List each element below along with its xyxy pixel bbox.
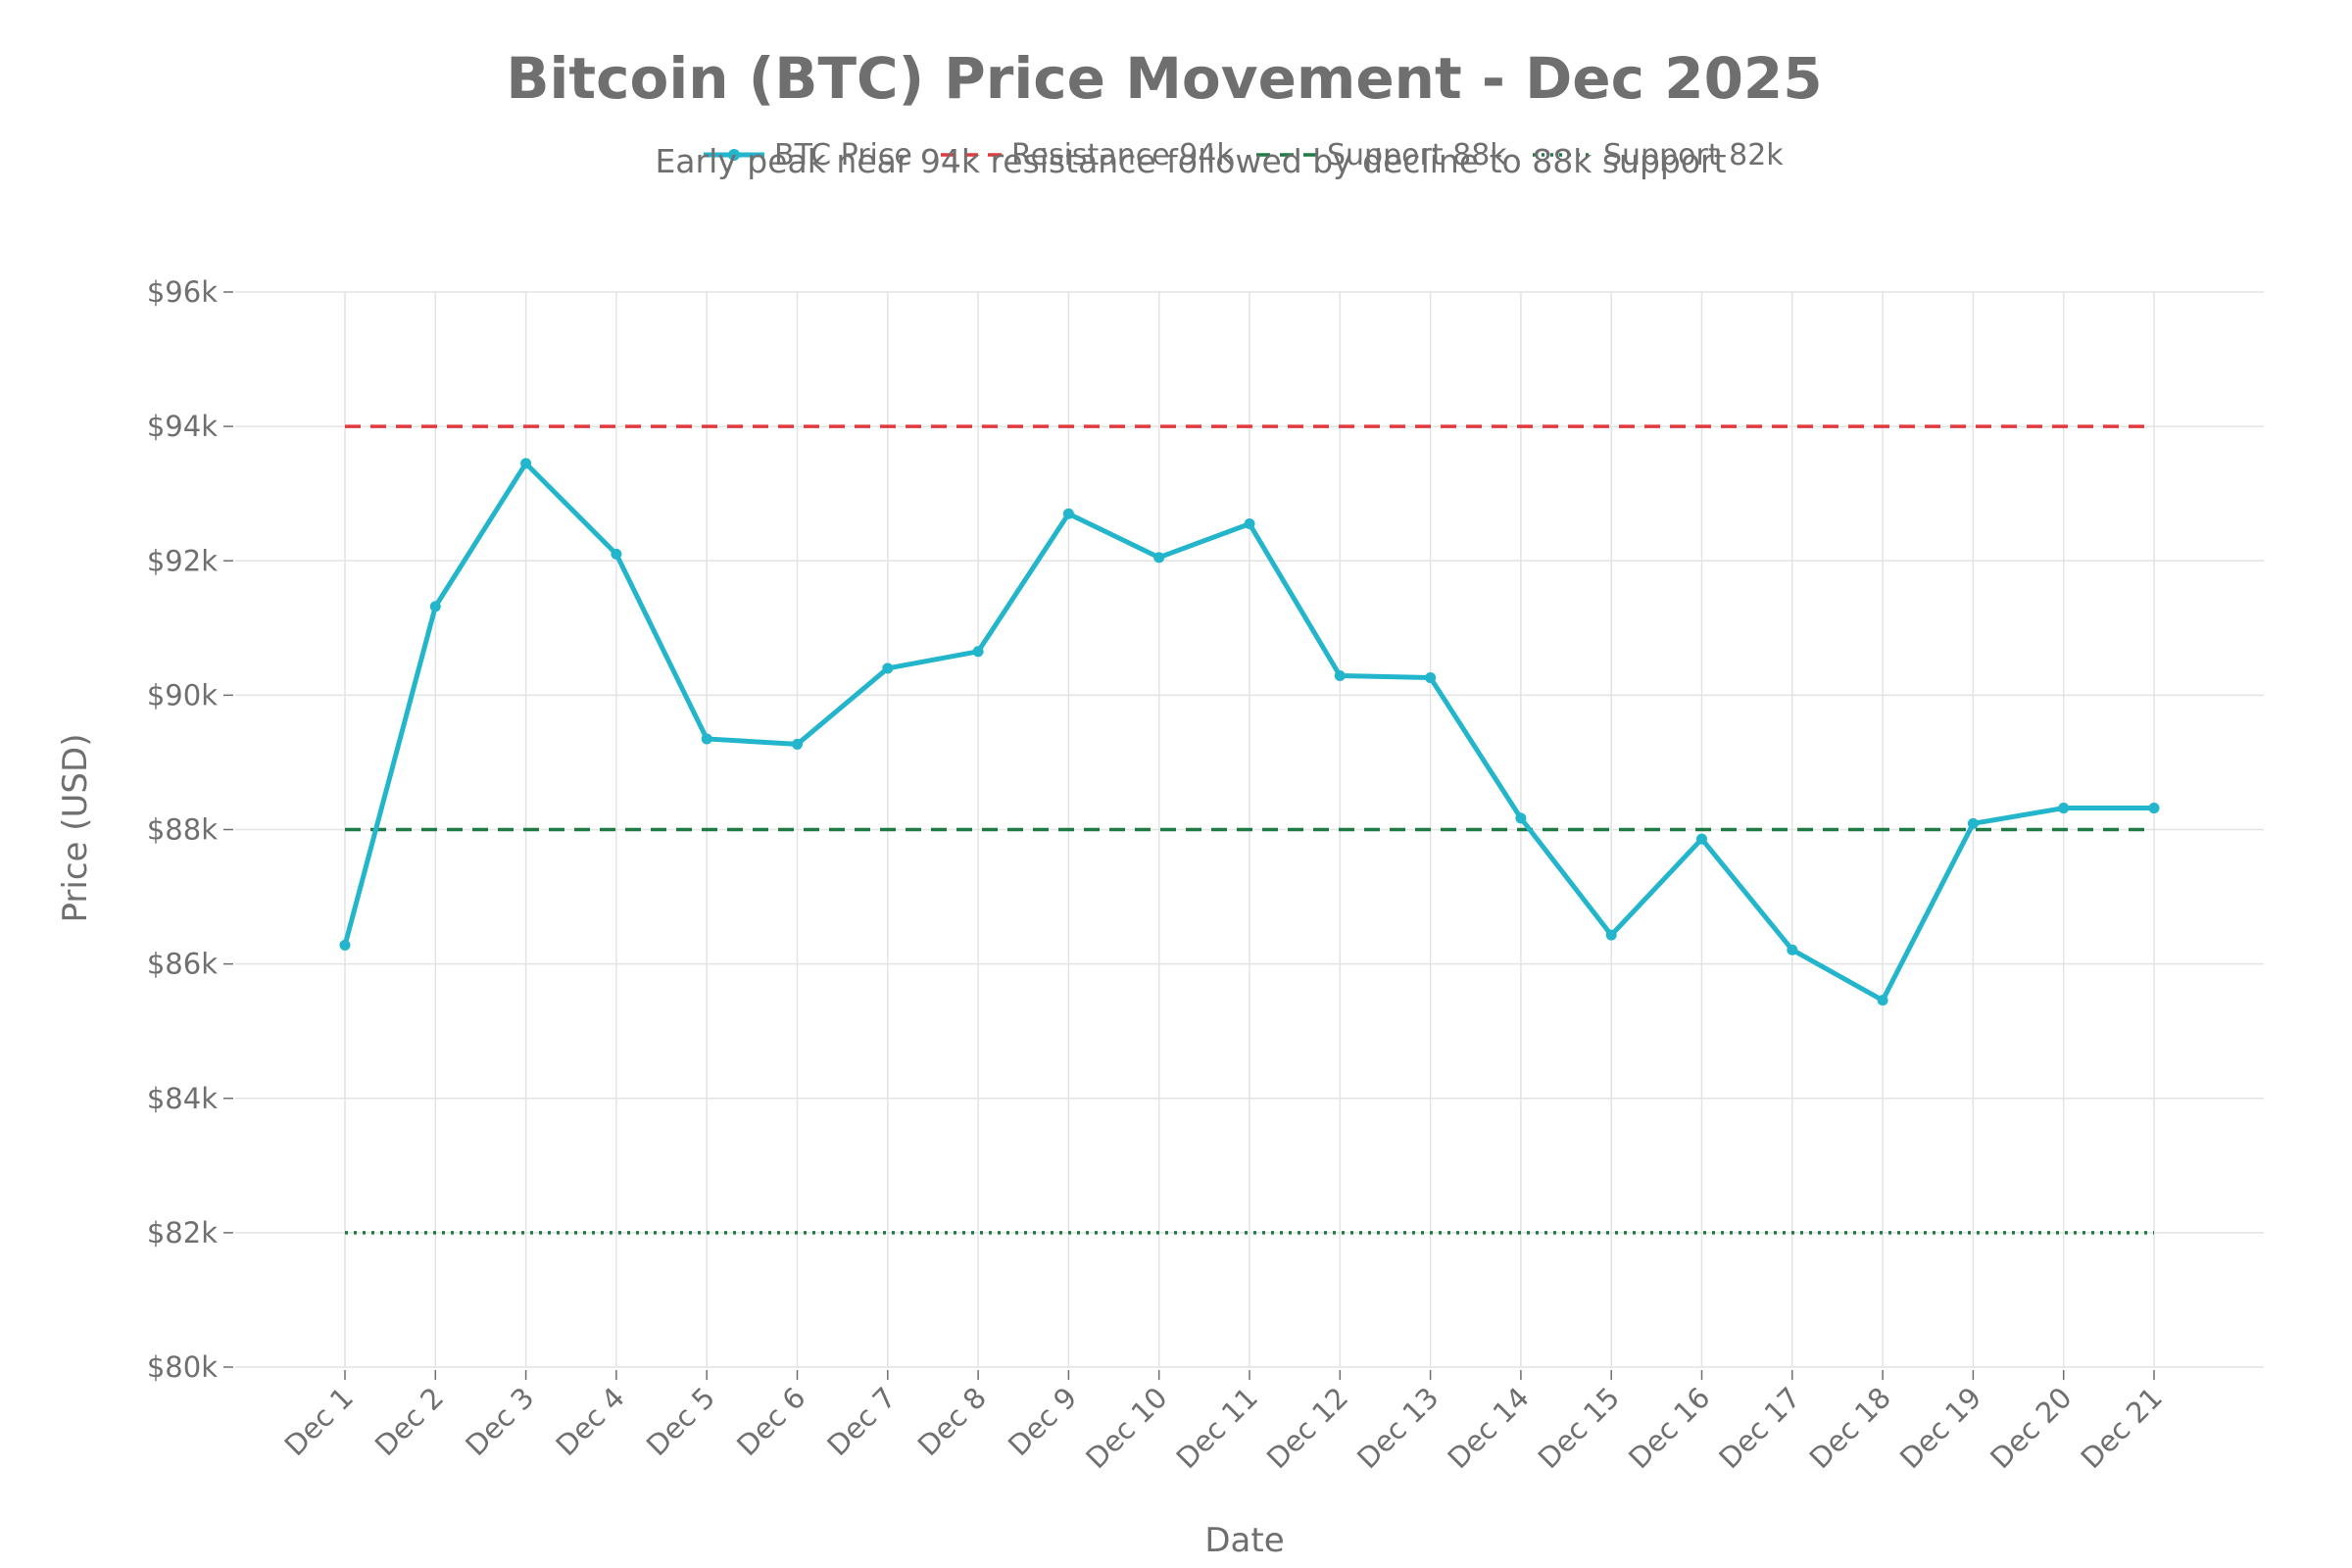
btc-price-point <box>1244 518 1255 530</box>
y-tick-label: $94k <box>147 410 218 443</box>
btc-price-point <box>1515 812 1527 824</box>
chart-subtitle: Early peak near 94k resistance followed … <box>655 142 1726 180</box>
y-tick-label: $96k <box>147 275 218 309</box>
btc-price-point <box>1877 995 1888 1006</box>
x-tick-label: Dec 12 <box>1260 1381 1354 1475</box>
btc-price-point <box>1696 833 1707 845</box>
btc-price-point <box>429 601 441 612</box>
btc-price-point <box>520 458 532 469</box>
btc-price-point <box>882 662 894 674</box>
btc-price-point <box>2148 803 2160 814</box>
legend-marker-btc-price <box>728 149 740 161</box>
x-tick-label: Dec 7 <box>820 1381 902 1462</box>
btc-price-point <box>2058 803 2070 814</box>
x-tick-label: Dec 16 <box>1622 1381 1716 1475</box>
x-tick-label: Dec 11 <box>1170 1381 1264 1475</box>
y-tick-label: $90k <box>147 678 218 711</box>
y-tick-label: $84k <box>147 1082 218 1115</box>
y-axis-ticks: $80k $82k $84k $86k $88k $90k $92k $94k $96k <box>147 275 233 1384</box>
x-tick-label: Dec 5 <box>640 1381 721 1462</box>
x-tick-label: Dec 1 <box>278 1381 360 1462</box>
btc-price-point <box>1787 944 1798 956</box>
x-tick-label: Dec 14 <box>1442 1381 1536 1475</box>
btc-price-point <box>972 646 984 658</box>
btc-price-point <box>1425 672 1437 684</box>
chart-title: Bitcoin (BTC) Price Movement - Dec 2025 <box>506 45 1822 112</box>
x-tick-label: Dec 20 <box>1984 1381 2078 1475</box>
y-tick-label: $82k <box>147 1216 218 1250</box>
x-tick-label: Dec 13 <box>1350 1381 1445 1475</box>
btc-price-point <box>1967 817 1979 829</box>
legend-label-0: BTC Price <box>774 138 912 172</box>
btc-price-point <box>792 738 803 750</box>
btc-price-point <box>1605 929 1617 941</box>
legend-label-2: Support 88k <box>1327 138 1507 172</box>
y-tick-label: $86k <box>147 948 218 981</box>
legend-label-1: Resistance 94k <box>1011 138 1234 172</box>
x-tick-label: Dec 4 <box>550 1381 631 1462</box>
x-tick-label: Dec 18 <box>1803 1381 1897 1475</box>
legend-label-3: Support 82k <box>1603 138 1784 172</box>
x-axis-title: Date <box>1204 1521 1284 1560</box>
x-tick-label: Dec 19 <box>1893 1381 1987 1475</box>
btc-price-point <box>1334 669 1346 681</box>
price-markers <box>339 458 2160 1006</box>
x-tick-label: Dec 3 <box>459 1381 540 1462</box>
x-tick-label: Dec 21 <box>2075 1381 2169 1475</box>
x-tick-label: Dec 2 <box>368 1381 450 1462</box>
legend: BTC Price Resistance 94k Support 88k Suppor… <box>704 138 1784 172</box>
btc-price-point <box>339 939 351 951</box>
x-tick-label: Dec 10 <box>1079 1381 1173 1475</box>
btc-price-point <box>1153 552 1165 564</box>
x-tick-label: Dec 6 <box>730 1381 811 1462</box>
x-tick-label: Dec 15 <box>1532 1381 1626 1475</box>
x-axis-ticks: Dec 1 Dec 2 Dec 3 Dec 4 Dec 5 Dec 6 Dec 7 Dec 8… <box>278 1370 2169 1475</box>
btc-price-point <box>611 548 622 560</box>
y-tick-label: $92k <box>147 544 218 577</box>
x-tick-label: Dec 8 <box>911 1381 993 1462</box>
x-tick-label: Dec 9 <box>1002 1381 1083 1462</box>
btc-price-point <box>701 733 712 745</box>
y-axis-title: Price (USD) <box>56 734 95 923</box>
x-tick-label: Dec 17 <box>1712 1381 1806 1475</box>
y-tick-label: $80k <box>147 1350 218 1384</box>
y-tick-label: $88k <box>147 813 218 847</box>
reference-lines <box>345 424 2154 1235</box>
btc-price-point <box>1062 508 1074 519</box>
